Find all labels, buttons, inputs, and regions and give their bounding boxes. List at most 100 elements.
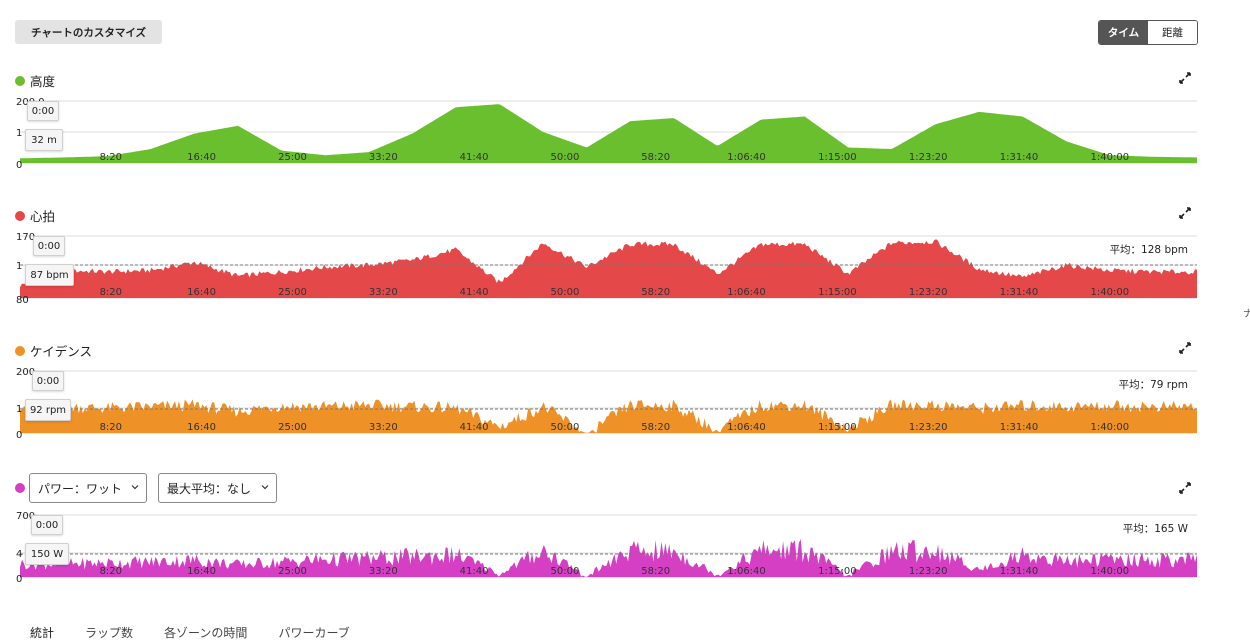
altitude-title: 高度 bbox=[30, 74, 56, 89]
toggle-time[interactable]: タイム bbox=[1099, 21, 1148, 44]
cadence-dot bbox=[15, 345, 25, 356]
expand-icon[interactable] bbox=[1178, 206, 1192, 220]
cadence-x-tick: 1:15:00 bbox=[818, 422, 857, 433]
power-metric-select[interactable]: パワー：ワット bbox=[29, 473, 147, 503]
heart-x-tick: 1:06:40 bbox=[727, 287, 766, 298]
power-x-tick: 50:00 bbox=[550, 566, 579, 577]
cadence-x-tick: 1:40:00 bbox=[1091, 422, 1130, 433]
altitude-x-tick: 33:20 bbox=[369, 152, 398, 163]
heart-x-tick: 8:20 bbox=[100, 287, 122, 298]
power-x-tick: 33:20 bbox=[369, 566, 398, 577]
heart-header: 心拍 bbox=[15, 206, 55, 225]
altitude-x-tick: 1:31:40 bbox=[1000, 152, 1039, 163]
tab-power-curve[interactable]: パワーカーブ bbox=[278, 626, 350, 640]
altitude-x-tick: 1:23:20 bbox=[909, 152, 948, 163]
customize-chart-button[interactable]: チャートのカスタマイズ bbox=[15, 20, 162, 44]
cadence-x-tick: 33:20 bbox=[369, 422, 398, 433]
power-dot bbox=[15, 483, 25, 493]
cadence-x-tick: 16:40 bbox=[187, 422, 216, 433]
bottom-tabs: 統計 ラップ数 各ゾーンの時間 パワーカーブ bbox=[30, 624, 350, 641]
heart-x-tick: 25:00 bbox=[278, 287, 307, 298]
cadence-x-tick: 1:23:20 bbox=[909, 422, 948, 433]
altitude-x-tick: 1:40:00 bbox=[1091, 152, 1130, 163]
altitude-header: 高度 bbox=[15, 71, 55, 90]
heart-x-tick: 16:40 bbox=[187, 287, 216, 298]
expand-icon[interactable] bbox=[1178, 341, 1192, 355]
cadence-header: ケイデンス bbox=[15, 341, 92, 360]
power-y-mid: 4 bbox=[16, 549, 22, 560]
power-x-tick: 1:15:00 bbox=[818, 566, 857, 577]
heart-x-tick: 33:20 bbox=[369, 287, 398, 298]
tab-stats[interactable]: 統計 bbox=[30, 626, 55, 640]
altitude-y-bottom: 0 bbox=[16, 160, 22, 171]
cadence-y-bottom: 0 bbox=[16, 430, 22, 441]
altitude-tooltip-time: 0:00 bbox=[27, 101, 59, 121]
power-x-tick: 8:20 bbox=[100, 566, 122, 577]
heart-x-tick: 50:00 bbox=[550, 287, 579, 298]
cadence-title: ケイデンス bbox=[30, 344, 93, 359]
heart-tooltip-time: 0:00 bbox=[33, 236, 65, 256]
tab-laps[interactable]: ラップ数 bbox=[85, 626, 134, 640]
altitude-x-tick: 8:20 bbox=[100, 152, 122, 163]
heart-y-bottom: 80 bbox=[16, 295, 29, 306]
cadence-y-mid: 1 bbox=[16, 404, 22, 415]
power-x-tick: 16:40 bbox=[187, 566, 216, 577]
altitude-dot bbox=[15, 75, 25, 86]
power-tooltip-time: 0:00 bbox=[31, 515, 63, 535]
power-x-tick: 1:06:40 bbox=[727, 566, 766, 577]
power-header bbox=[15, 483, 25, 493]
power-x-tick: 1:40:00 bbox=[1091, 566, 1130, 577]
stray-mark: ナ bbox=[1243, 309, 1250, 320]
altitude-y-mid: 1 bbox=[16, 128, 22, 139]
altitude-x-tick: 50:00 bbox=[550, 152, 579, 163]
cadence-y-top: 200 bbox=[16, 367, 35, 378]
chevron-down-icon bbox=[131, 485, 139, 490]
heart-x-tick: 41:40 bbox=[460, 287, 489, 298]
altitude-x-tick: 58:20 bbox=[641, 152, 670, 163]
power-metric-select-value: パワー：ワット bbox=[38, 481, 123, 496]
cadence-x-tick: 1:06:40 bbox=[727, 422, 766, 433]
power-x-tick: 41:40 bbox=[460, 566, 489, 577]
altitude-x-tick: 16:40 bbox=[187, 152, 216, 163]
chevron-down-icon bbox=[261, 485, 269, 490]
heart-x-tick: 1:23:20 bbox=[909, 287, 948, 298]
cadence-average-label: 平均：79 rpm bbox=[1119, 379, 1188, 391]
heart-average-label: 平均：128 bpm bbox=[1110, 244, 1188, 256]
power-y-top: 700 bbox=[16, 511, 35, 522]
time-distance-toggle[interactable]: タイム 距離 bbox=[1098, 20, 1198, 45]
heart-area bbox=[20, 239, 1197, 298]
tab-zone-time[interactable]: 各ゾーンの時間 bbox=[164, 626, 248, 640]
heart-tooltip-value: 87 bpm bbox=[25, 264, 74, 286]
altitude-area bbox=[20, 104, 1197, 163]
cadence-x-tick: 1:31:40 bbox=[1000, 422, 1039, 433]
heart-y-mid: 1 bbox=[16, 261, 22, 272]
expand-icon[interactable] bbox=[1178, 71, 1192, 85]
altitude-x-tick: 1:06:40 bbox=[727, 152, 766, 163]
power-x-tick: 1:23:20 bbox=[909, 566, 948, 577]
max-average-select[interactable]: 最大平均：なし bbox=[158, 473, 277, 503]
expand-icon[interactable] bbox=[1178, 481, 1192, 495]
cadence-tooltip-time: 0:00 bbox=[32, 371, 64, 391]
power-area bbox=[20, 539, 1197, 577]
heart-x-tick: 1:40:00 bbox=[1091, 287, 1130, 298]
heart-title: 心拍 bbox=[30, 209, 56, 224]
altitude-x-tick: 25:00 bbox=[278, 152, 307, 163]
power-x-tick: 1:31:40 bbox=[1000, 566, 1039, 577]
cadence-x-tick: 8:20 bbox=[100, 422, 122, 433]
altitude-x-tick: 1:15:00 bbox=[818, 152, 857, 163]
heart-x-tick: 1:31:40 bbox=[1000, 287, 1039, 298]
power-average-label: 平均：165 W bbox=[1123, 523, 1189, 535]
toggle-distance[interactable]: 距離 bbox=[1148, 21, 1197, 44]
cadence-x-tick: 50:00 bbox=[550, 422, 579, 433]
max-average-select-value: 最大平均：なし bbox=[167, 481, 252, 496]
cadence-x-tick: 58:20 bbox=[641, 422, 670, 433]
cadence-x-tick: 25:00 bbox=[278, 422, 307, 433]
heart-x-tick: 58:20 bbox=[641, 287, 670, 298]
power-tooltip-value: 150 W bbox=[25, 543, 69, 565]
heart-dot bbox=[15, 210, 25, 221]
altitude-tooltip-value: 32 m bbox=[25, 129, 63, 151]
heart-x-tick: 1:15:00 bbox=[818, 287, 857, 298]
altitude-x-tick: 41:40 bbox=[460, 152, 489, 163]
heart-y-top: 170 bbox=[16, 232, 35, 243]
